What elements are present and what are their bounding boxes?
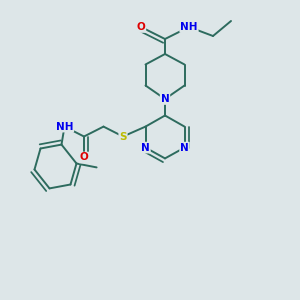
Text: N: N: [141, 142, 150, 153]
Text: O: O: [80, 152, 88, 163]
Text: O: O: [136, 22, 146, 32]
Text: NH: NH: [56, 122, 73, 132]
Text: NH: NH: [180, 22, 198, 32]
Text: N: N: [160, 94, 169, 104]
Text: S: S: [119, 131, 127, 142]
Text: N: N: [180, 142, 189, 153]
